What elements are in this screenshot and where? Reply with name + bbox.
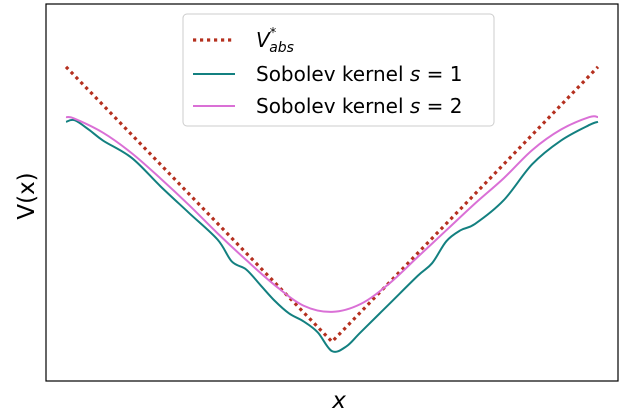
legend-frame <box>182 13 495 127</box>
y-axis-label: V(x) <box>14 172 40 219</box>
legend-items: V* abs Sobolev kernel s = 1 Sobolev kernel … <box>193 26 462 118</box>
plot-area <box>64 65 600 353</box>
legend-label-2: Sobolev kernel s = 1 <box>256 62 462 86</box>
series-layer <box>64 65 600 353</box>
axes-frame <box>45 3 619 382</box>
series-line-3 <box>65 115 599 313</box>
legend: V* abs Sobolev kernel s = 1 Sobolev kernel … <box>182 13 495 127</box>
x-axis-label: x <box>331 388 346 413</box>
legend-label-3: Sobolev kernel s = 2 <box>256 94 462 118</box>
series-line-2 <box>65 118 599 353</box>
series-line-1 <box>64 65 600 344</box>
legend-label-1: V* abs <box>256 26 294 56</box>
